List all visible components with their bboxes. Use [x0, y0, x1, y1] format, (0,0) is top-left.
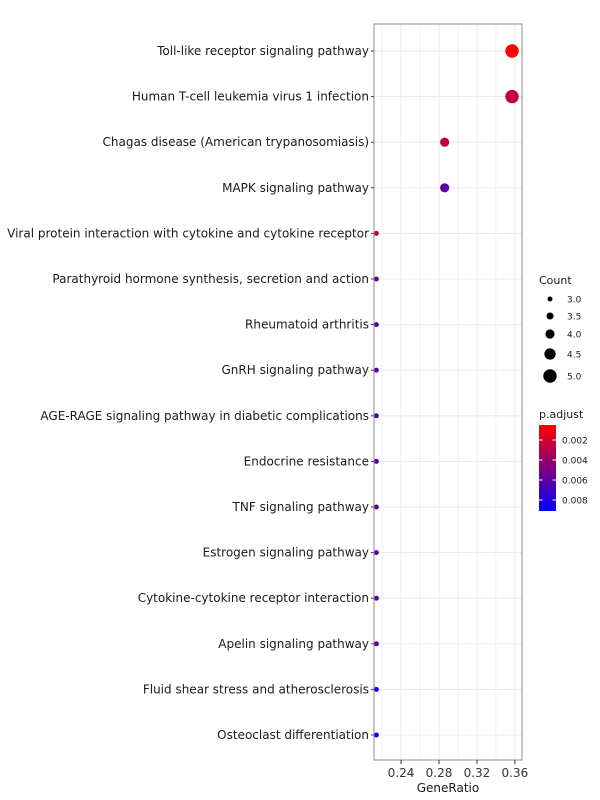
x-tick-label: 0.24 [388, 766, 415, 780]
dot [373, 732, 379, 738]
term-label: MAPK signaling pathway [222, 181, 369, 195]
dots [373, 44, 519, 738]
count-legend-title: Count [539, 274, 572, 287]
p-adjust-legend-label: 0.008 [562, 497, 588, 507]
gridlines [374, 24, 522, 760]
dot [373, 595, 379, 601]
term-label: Apelin signaling pathway [218, 637, 369, 651]
term-label: Rheumatoid arthritis [245, 318, 369, 332]
count-legend-dot [546, 312, 554, 320]
term-labels: Toll-like receptor signaling pathway Huma… [7, 44, 374, 742]
dot [505, 89, 519, 104]
count-legend: Count 3.0 3.5 4.0 4.5 5.0 [539, 274, 582, 383]
x-axis: 0.24 0.28 0.32 0.36 [388, 760, 529, 780]
term-label: Estrogen signaling pathway [203, 546, 369, 560]
x-tick-label: 0.28 [426, 766, 453, 780]
dot [373, 230, 379, 236]
dot [373, 276, 379, 282]
count-legend-dot [543, 369, 557, 383]
p-adjust-legend-label: 0.006 [562, 477, 588, 487]
p-adjust-legend-label: 0.004 [562, 457, 588, 467]
dot [440, 137, 450, 147]
term-label: GnRH signaling pathway [222, 363, 370, 377]
term-label: Chagas disease (American trypanosomiasis… [102, 135, 369, 149]
count-legend-dot [544, 348, 556, 360]
dot [505, 44, 519, 58]
count-legend-label: 4.0 [567, 331, 582, 341]
term-label: Fluid shear stress and atherosclerosis [143, 682, 369, 696]
term-label: Cytokine-cytokine receptor interaction [138, 591, 369, 605]
term-label: Osteoclast differentiation [217, 728, 369, 742]
dot [373, 367, 379, 373]
dot [440, 183, 450, 193]
p-adjust-colorbar [539, 425, 556, 511]
p-adjust-legend-title: p.adjust [539, 408, 584, 421]
panel-border [373, 23, 523, 761]
dot [373, 641, 379, 647]
dot [373, 322, 379, 328]
dot [373, 550, 379, 556]
term-label: Parathyroid hormone synthesis, secretion… [52, 272, 369, 286]
p-adjust-legend-label: 0.002 [562, 437, 588, 447]
term-label: Human T-cell leukemia virus 1 infection [132, 90, 369, 104]
term-label: AGE-RAGE signaling pathway in diabetic c… [40, 409, 369, 423]
term-label: TNF signaling pathway [232, 500, 369, 514]
dot [373, 458, 379, 464]
count-legend-dot [547, 296, 553, 302]
count-legend-label: 4.5 [567, 351, 581, 361]
count-legend-dot [545, 329, 555, 339]
count-legend-label: 3.5 [567, 313, 581, 323]
count-legend-label: 3.0 [567, 296, 582, 306]
x-axis-title: GeneRatio [417, 781, 479, 795]
p-adjust-legend: p.adjust 0.002 0.004 0.006 0.008 [539, 408, 588, 511]
count-legend-label: 5.0 [567, 373, 582, 383]
term-label: Toll-like receptor signaling pathway [156, 44, 369, 58]
x-tick-label: 0.36 [502, 766, 529, 780]
term-label: Endocrine resistance [244, 454, 369, 468]
dot [373, 686, 379, 692]
x-tick-label: 0.32 [464, 766, 491, 780]
dot [373, 504, 379, 510]
term-label: Viral protein interaction with cytokine … [7, 226, 369, 240]
dot [373, 413, 379, 419]
